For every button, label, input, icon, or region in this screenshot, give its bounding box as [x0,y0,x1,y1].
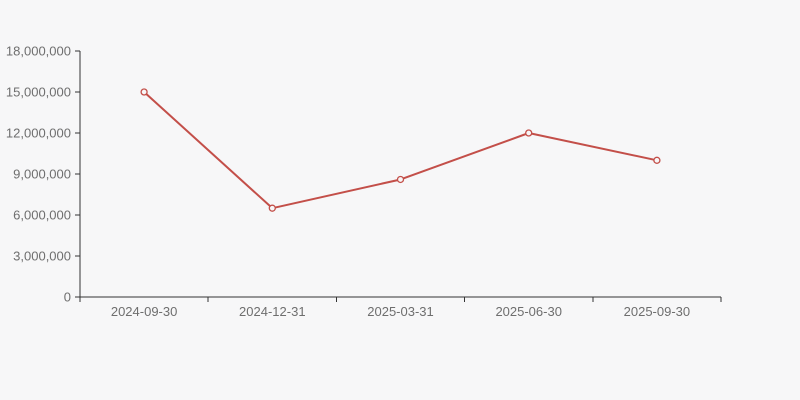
x-tick-label: 2024-12-31 [239,304,306,319]
x-axis: 2024-09-30 2024-12-31 2025-03-31 2025-06-30… [79,296,722,319]
data-point[interactable] [653,156,661,164]
x-tick-label: 2025-09-30 [624,304,691,319]
series-line [143,91,658,210]
y-tick-label: 9,000,000 [13,167,71,182]
y-tick-label: 6,000,000 [13,208,71,223]
x-tick-label: 2024-09-30 [111,304,178,319]
data-point[interactable] [396,175,405,184]
data-point[interactable] [268,204,276,212]
y-tick-label: 18,000,000 [6,44,71,59]
series-group [140,88,661,212]
y-axis: 0 3,000,000 6,000,000 9,000,000 12,000,000 15… [6,44,81,305]
y-tick-label: 15,000,000 [6,85,71,100]
y-tick-label: 3,000,000 [13,249,71,264]
y-tick-label: 12,000,000 [6,126,71,141]
data-point[interactable] [140,88,148,96]
data-point[interactable] [525,129,533,137]
x-tick-label: 2025-06-30 [495,304,562,319]
x-tick-label: 2025-03-31 [367,304,434,319]
y-tick-label: 0 [64,290,71,305]
